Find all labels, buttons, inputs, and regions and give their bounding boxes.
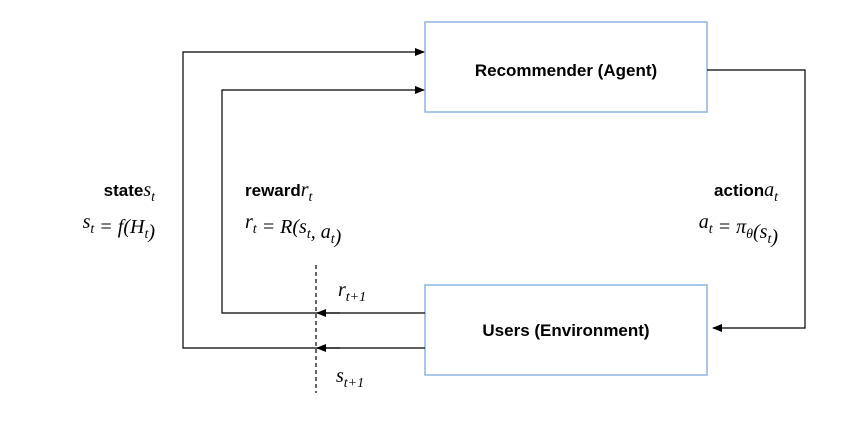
action-title: actionat xyxy=(714,179,779,205)
state-formula: st = f(Ht) xyxy=(83,211,156,243)
next-reward-label: rt+1 xyxy=(338,279,366,305)
math-subscript: t xyxy=(767,232,772,247)
math-text: a xyxy=(764,179,774,201)
math-text: s xyxy=(83,211,91,233)
math-text: , a xyxy=(311,221,331,243)
agent-label: Recommender (Agent) xyxy=(475,61,657,80)
math-subscript: t+1 xyxy=(344,376,364,391)
environment-box xyxy=(424,284,708,376)
math-text: r xyxy=(338,279,346,301)
action-arrow xyxy=(707,69,806,332)
math-subscript: t xyxy=(709,222,714,237)
reward-title: rewardrt xyxy=(245,179,314,205)
next-state-label: st+1 xyxy=(336,365,364,391)
math-text: s xyxy=(143,179,151,201)
action-formula: at = πθ(st) xyxy=(699,211,779,248)
math-text: ) xyxy=(334,226,342,248)
label-title: reward xyxy=(245,181,301,200)
math-text: = f(H xyxy=(94,216,146,238)
state-title: statest xyxy=(104,179,156,205)
math-text: a xyxy=(699,211,709,233)
label-title: state xyxy=(104,181,144,200)
label-title: action xyxy=(714,181,764,200)
math-subscript: t xyxy=(331,232,336,247)
environment-label: Users (Environment) xyxy=(482,321,649,340)
math-subscript: t+1 xyxy=(346,290,366,305)
math-text: ) xyxy=(147,221,155,243)
math-subscript: t xyxy=(253,222,258,237)
math-subscript: t xyxy=(307,227,312,242)
math-subscript: t xyxy=(309,190,314,205)
math-text: r xyxy=(245,211,253,233)
math-subscript: t xyxy=(151,190,156,205)
reward-formula: rt = R(st, at) xyxy=(245,211,342,248)
math-text: = π xyxy=(713,216,747,238)
reward-arrow xyxy=(221,86,425,314)
math-text: (s xyxy=(753,221,768,243)
math-subscript: t xyxy=(90,222,95,237)
math-text: = R(s xyxy=(257,216,307,238)
math-text: s xyxy=(336,365,344,387)
math-subscript: t xyxy=(144,227,149,242)
math-subscript: t xyxy=(774,190,779,205)
state-arrow xyxy=(182,48,425,349)
agent-box xyxy=(424,21,708,113)
math-subscript: θ xyxy=(746,227,753,242)
math-text: r xyxy=(301,179,309,201)
math-text: ) xyxy=(770,226,778,248)
